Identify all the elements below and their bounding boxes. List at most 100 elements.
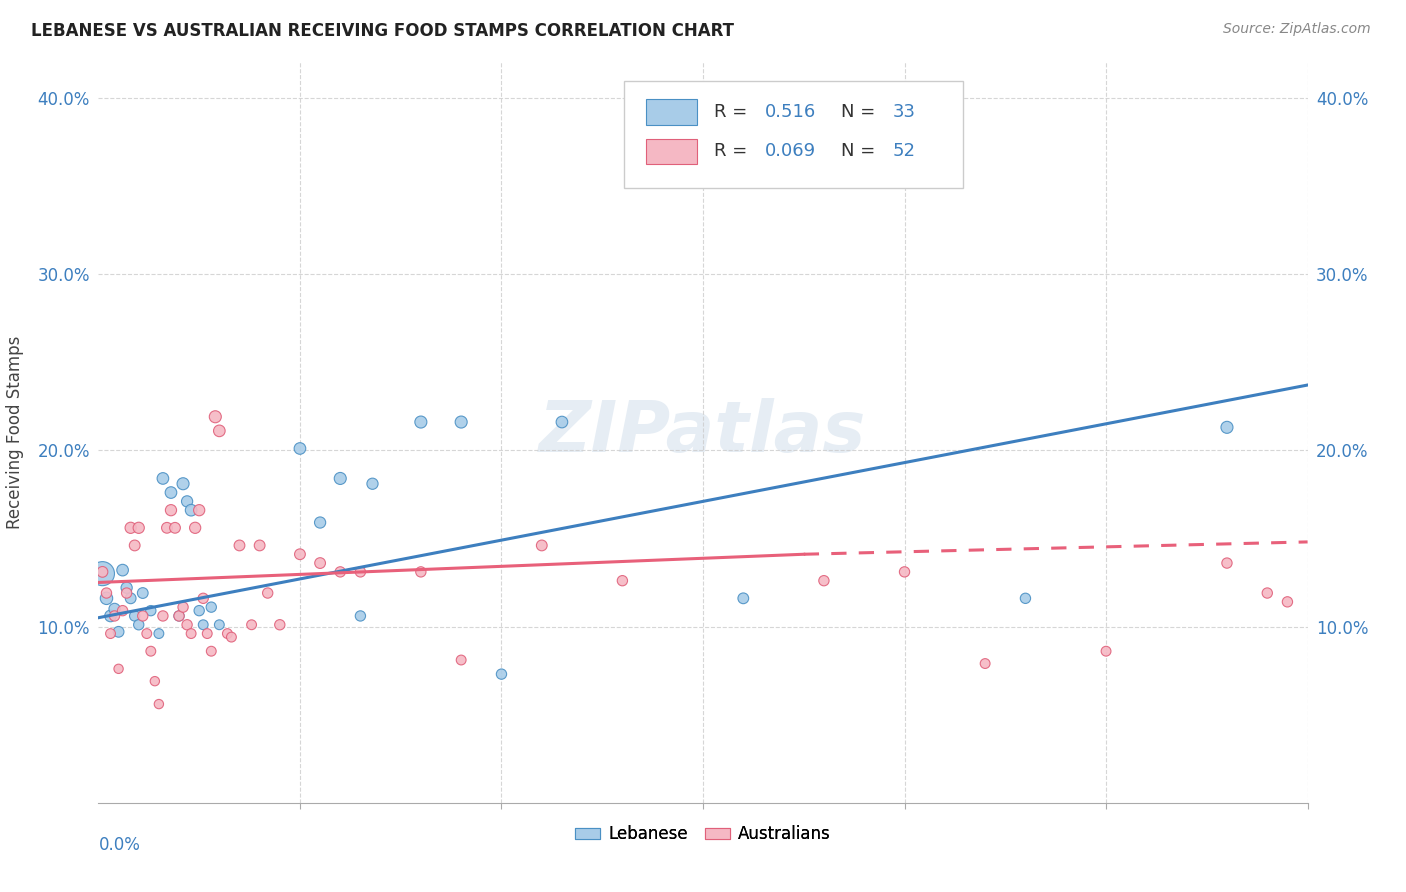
Point xyxy=(288,547,311,561)
Point xyxy=(349,609,371,624)
Point xyxy=(1216,556,1239,570)
Point xyxy=(813,574,835,588)
Point xyxy=(180,626,202,640)
Point xyxy=(176,617,198,632)
Point xyxy=(120,591,142,606)
Text: ZIPatlas: ZIPatlas xyxy=(540,398,866,467)
Point xyxy=(100,609,122,624)
Point xyxy=(96,586,118,600)
Point xyxy=(269,617,291,632)
Point xyxy=(240,617,263,632)
Point xyxy=(491,667,513,681)
Point xyxy=(349,565,371,579)
Point xyxy=(309,516,332,530)
Point xyxy=(193,591,215,606)
Point xyxy=(409,415,432,429)
Point xyxy=(551,415,574,429)
Point xyxy=(184,521,207,535)
Point xyxy=(1277,595,1299,609)
Point xyxy=(124,538,146,552)
Point xyxy=(124,609,146,624)
Point xyxy=(160,503,183,517)
Point xyxy=(180,503,202,517)
FancyBboxPatch shape xyxy=(624,81,963,188)
Point xyxy=(188,604,211,618)
Point xyxy=(148,626,170,640)
Point xyxy=(111,604,134,618)
Point xyxy=(256,586,278,600)
Text: N =: N = xyxy=(841,103,880,121)
Point xyxy=(612,574,634,588)
Text: N =: N = xyxy=(841,143,880,161)
Point xyxy=(176,494,198,508)
Point xyxy=(208,617,231,632)
Point xyxy=(1256,586,1278,600)
Point xyxy=(249,538,271,552)
Point xyxy=(188,503,211,517)
Point xyxy=(288,442,311,456)
Text: 33: 33 xyxy=(893,103,915,121)
Point xyxy=(974,657,997,671)
Point xyxy=(160,485,183,500)
Point xyxy=(163,521,186,535)
Point xyxy=(172,600,194,615)
Point xyxy=(204,409,226,424)
Point xyxy=(120,521,142,535)
Text: 52: 52 xyxy=(893,143,915,161)
Point xyxy=(152,471,174,485)
Point xyxy=(530,538,553,552)
Point xyxy=(107,662,129,676)
Point xyxy=(1095,644,1118,658)
Point xyxy=(361,476,384,491)
Point xyxy=(100,626,122,640)
Point xyxy=(167,609,190,624)
FancyBboxPatch shape xyxy=(647,138,697,164)
Point xyxy=(132,609,155,624)
Point xyxy=(148,697,170,711)
Point xyxy=(107,624,129,639)
Point xyxy=(135,626,157,640)
Point xyxy=(1216,420,1239,434)
Point xyxy=(128,521,150,535)
Point xyxy=(103,602,125,616)
Legend: Lebanese, Australians: Lebanese, Australians xyxy=(568,819,838,850)
Point xyxy=(96,591,118,606)
Y-axis label: Receiving Food Stamps: Receiving Food Stamps xyxy=(6,336,24,529)
Point xyxy=(200,600,222,615)
Point xyxy=(208,424,231,438)
Point xyxy=(156,521,179,535)
Point xyxy=(143,674,166,689)
Text: 0.516: 0.516 xyxy=(765,103,815,121)
Text: R =: R = xyxy=(714,103,752,121)
Point xyxy=(200,644,222,658)
Point xyxy=(91,566,114,581)
Point xyxy=(450,415,472,429)
Point xyxy=(221,630,243,644)
Point xyxy=(309,556,332,570)
Point xyxy=(195,626,218,640)
Point xyxy=(139,604,162,618)
Point xyxy=(167,609,190,624)
Text: Source: ZipAtlas.com: Source: ZipAtlas.com xyxy=(1223,22,1371,37)
Point xyxy=(217,626,239,640)
Point xyxy=(115,581,138,595)
FancyBboxPatch shape xyxy=(647,99,697,125)
Point xyxy=(111,563,134,577)
Point xyxy=(329,471,352,485)
Point xyxy=(1014,591,1036,606)
Point xyxy=(409,565,432,579)
Point xyxy=(450,653,472,667)
Point xyxy=(128,617,150,632)
Point xyxy=(893,565,915,579)
Point xyxy=(152,609,174,624)
Text: R =: R = xyxy=(714,143,752,161)
Text: 0.0%: 0.0% xyxy=(98,836,141,855)
Point xyxy=(139,644,162,658)
Point xyxy=(172,476,194,491)
Point xyxy=(115,586,138,600)
Point xyxy=(132,586,155,600)
Point xyxy=(91,565,114,579)
Text: LEBANESE VS AUSTRALIAN RECEIVING FOOD STAMPS CORRELATION CHART: LEBANESE VS AUSTRALIAN RECEIVING FOOD ST… xyxy=(31,22,734,40)
Text: 0.069: 0.069 xyxy=(765,143,815,161)
Point xyxy=(228,538,250,552)
